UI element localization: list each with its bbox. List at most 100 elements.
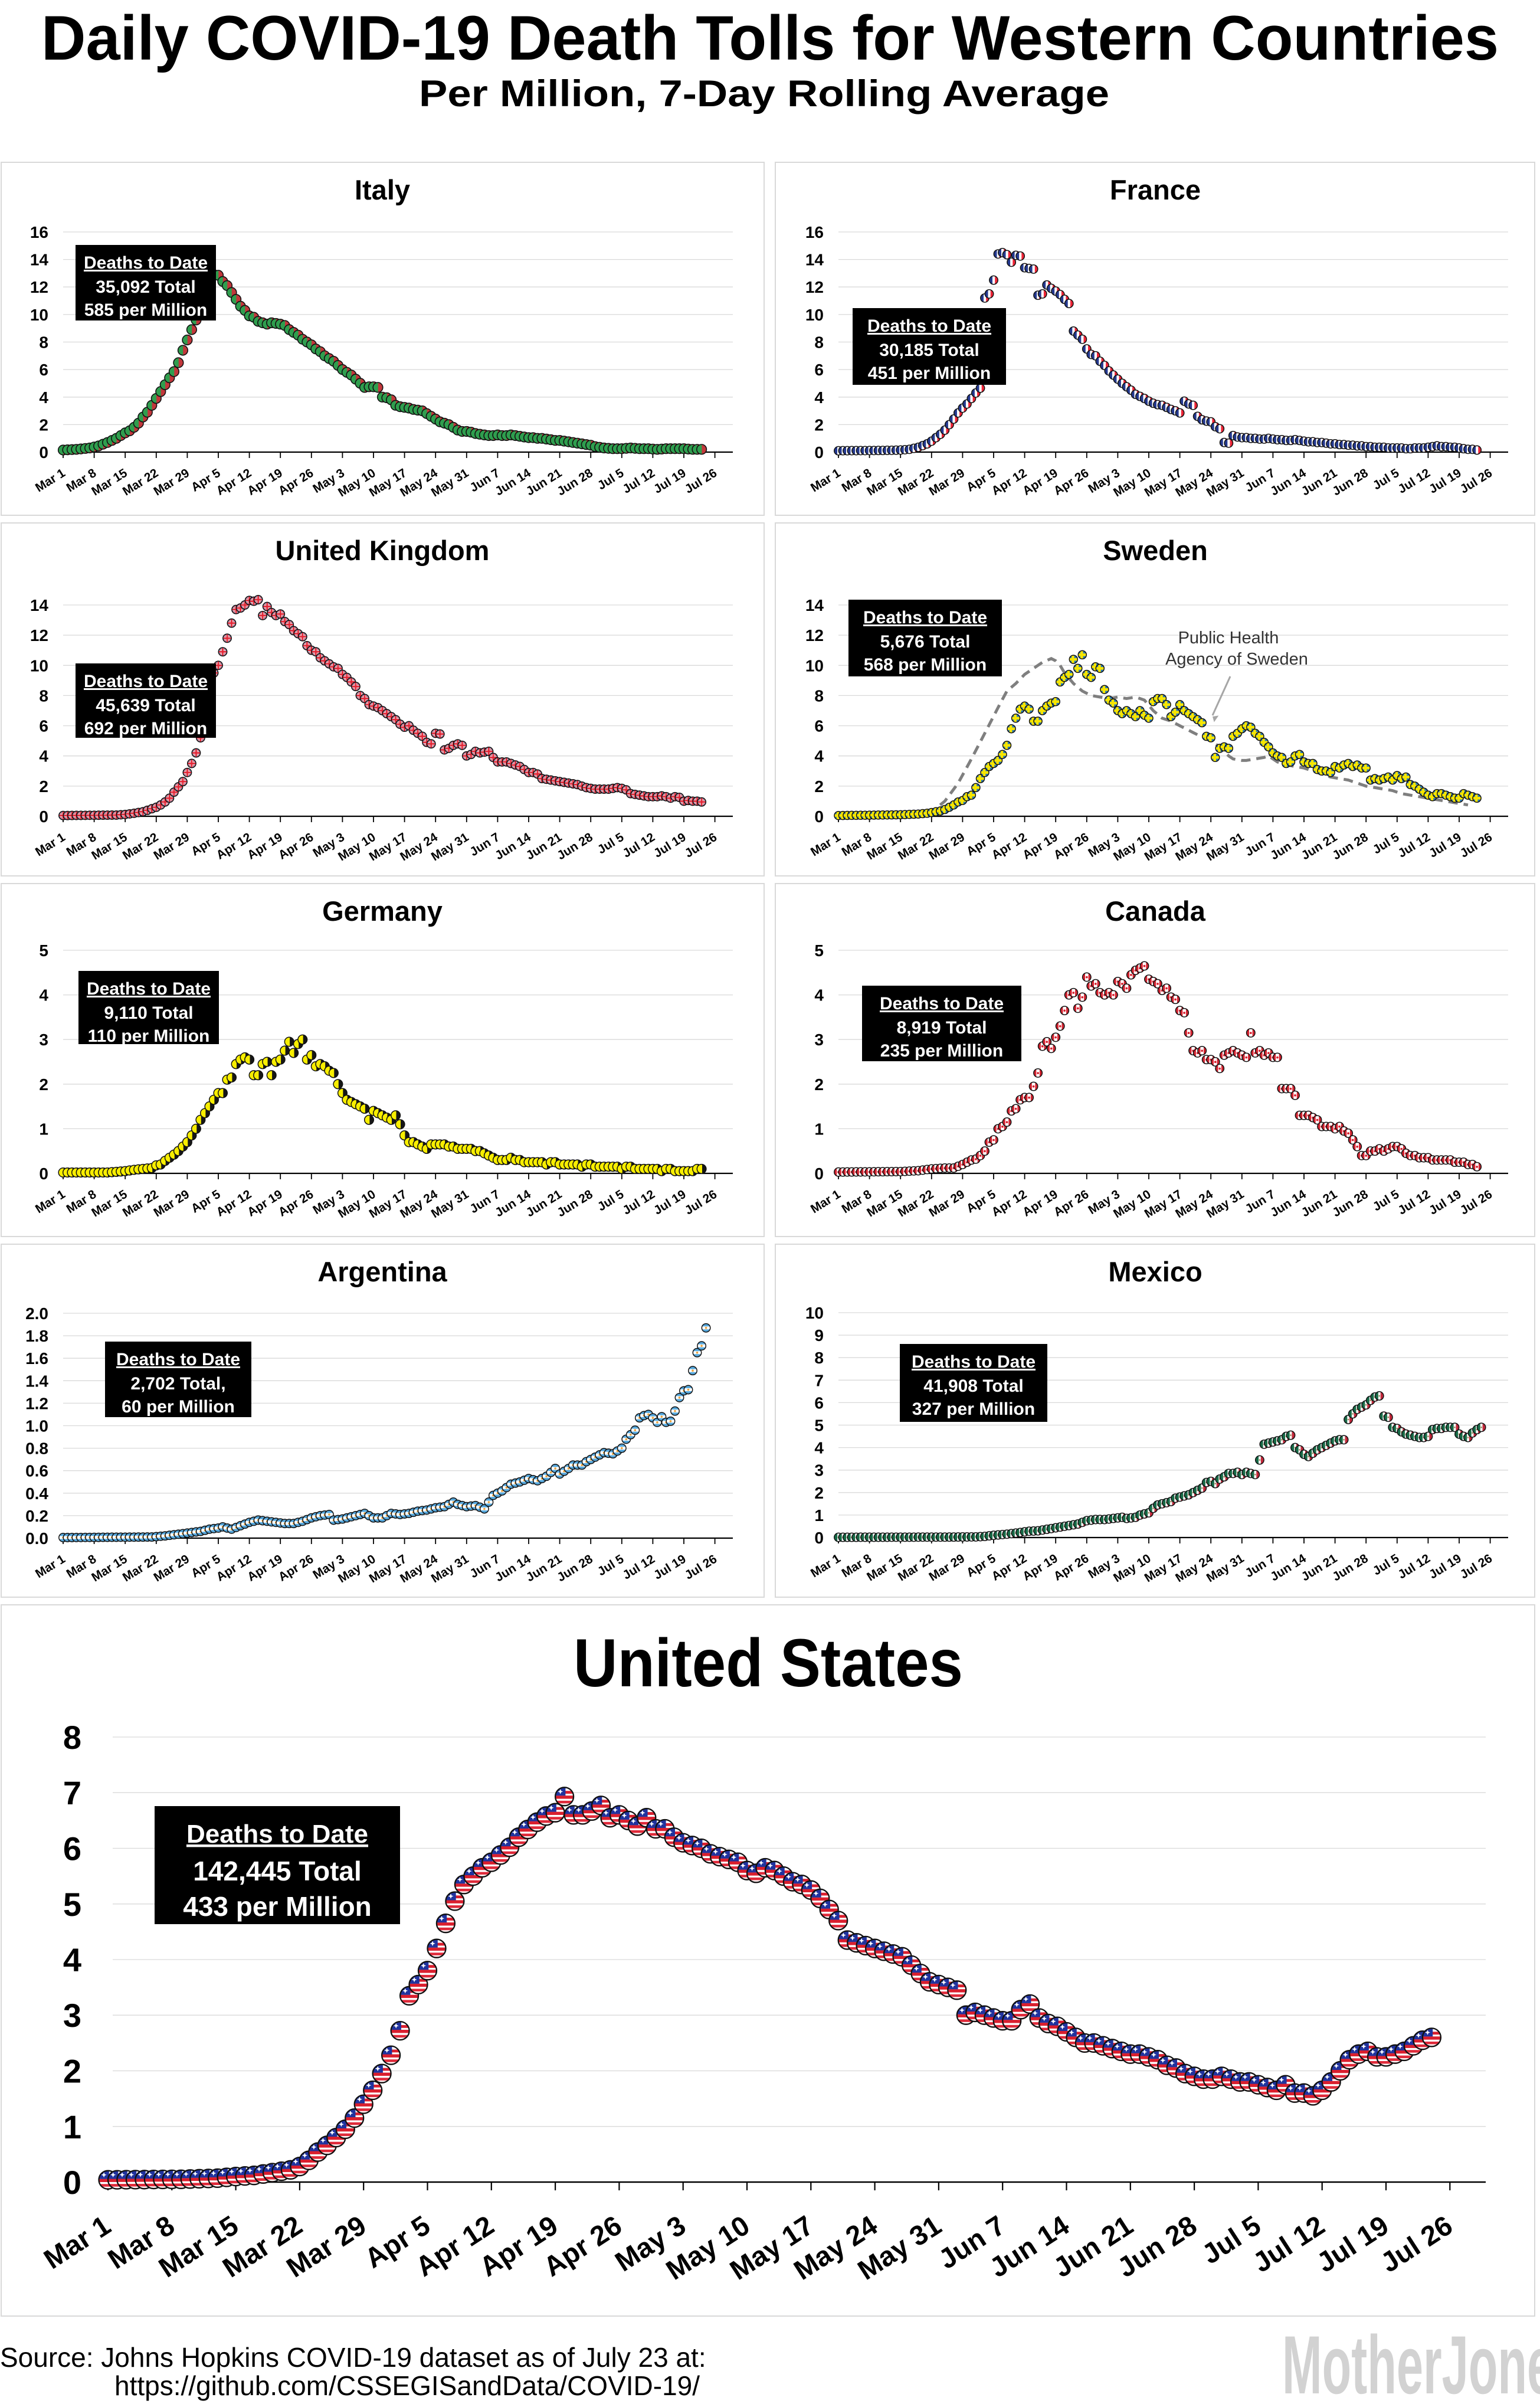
svg-text:Jul 12: Jul 12 xyxy=(1395,830,1433,861)
svg-text:Jul 5: Jul 5 xyxy=(1371,1188,1402,1214)
svg-text:Jul 12: Jul 12 xyxy=(1395,466,1433,496)
svg-text:Apr 19: Apr 19 xyxy=(245,830,285,862)
svg-text:Mar 1: Mar 1 xyxy=(33,1552,68,1581)
svg-text:10: 10 xyxy=(805,306,824,324)
svg-text:Jul 5: Jul 5 xyxy=(595,1552,627,1579)
svg-text:Jul 12: Jul 12 xyxy=(1395,1552,1433,1582)
svg-text:Mar 1: Mar 1 xyxy=(808,1188,843,1216)
svg-text:1: 1 xyxy=(814,1506,824,1525)
svg-text:Mar 22: Mar 22 xyxy=(896,1552,936,1584)
svg-text:2: 2 xyxy=(814,1484,824,1502)
svg-text:1.6: 1.6 xyxy=(25,1349,48,1368)
svg-text:10: 10 xyxy=(805,656,824,675)
svg-text:Mar 29: Mar 29 xyxy=(151,830,192,863)
svg-text:Jul 26: Jul 26 xyxy=(1458,830,1495,861)
svg-text:Jul 26: Jul 26 xyxy=(683,1552,720,1582)
svg-text:Apr 12: Apr 12 xyxy=(214,1188,254,1219)
svg-text:6: 6 xyxy=(814,717,824,735)
svg-text:Apr 12: Apr 12 xyxy=(989,1188,1030,1219)
svg-text:16: 16 xyxy=(805,223,824,241)
svg-text:30,185 Total: 30,185 Total xyxy=(879,341,979,360)
svg-text:Jul 19: Jul 19 xyxy=(651,466,689,496)
svg-text:8: 8 xyxy=(814,1349,824,1367)
svg-text:Apr 19: Apr 19 xyxy=(1020,466,1060,498)
svg-text:0.6: 0.6 xyxy=(25,1462,48,1480)
svg-text:Deaths to Date: Deaths to Date xyxy=(116,1350,240,1369)
svg-text:Apr 12: Apr 12 xyxy=(989,1552,1030,1584)
svg-text:10: 10 xyxy=(30,306,48,324)
svg-text:Apr 19: Apr 19 xyxy=(245,466,285,498)
svg-text:6: 6 xyxy=(814,361,824,379)
svg-text:Mar 22: Mar 22 xyxy=(896,830,936,863)
svg-text:Deaths to Date: Deaths to Date xyxy=(87,979,211,999)
svg-text:Jul 26: Jul 26 xyxy=(1458,466,1495,496)
svg-text:2: 2 xyxy=(814,416,824,434)
svg-text:0: 0 xyxy=(39,443,48,462)
svg-text:0: 0 xyxy=(814,807,824,826)
svg-text:Apr 12: Apr 12 xyxy=(989,466,1030,498)
svg-text:Source: Johns Hopkins COVID-19: Source: Johns Hopkins COVID-19 dataset a… xyxy=(0,2342,706,2373)
svg-text:Jul 19: Jul 19 xyxy=(1427,466,1464,496)
svg-text:35,092 Total: 35,092 Total xyxy=(96,277,196,297)
svg-text:Apr 19: Apr 19 xyxy=(1020,830,1060,862)
svg-text:5: 5 xyxy=(814,1417,824,1435)
svg-text:Jun 28: Jun 28 xyxy=(555,1188,595,1220)
svg-text:0: 0 xyxy=(39,1165,48,1183)
svg-text:45,639 Total: 45,639 Total xyxy=(96,696,196,715)
svg-text:0: 0 xyxy=(814,443,824,462)
svg-text:Jun 28: Jun 28 xyxy=(1330,1188,1371,1220)
svg-text:Jul 12: Jul 12 xyxy=(620,1188,657,1218)
svg-text:Jul 19: Jul 19 xyxy=(1427,1552,1464,1582)
svg-text:1.8: 1.8 xyxy=(25,1327,48,1345)
svg-text:0: 0 xyxy=(814,1529,824,1547)
svg-text:2: 2 xyxy=(39,1075,48,1094)
svg-text:Jul 12: Jul 12 xyxy=(620,830,657,861)
svg-text:Apr 26: Apr 26 xyxy=(276,1552,316,1584)
svg-text:Mar 22: Mar 22 xyxy=(896,466,936,499)
svg-text:142,445 Total: 142,445 Total xyxy=(193,1856,362,1886)
svg-text:Mar 1: Mar 1 xyxy=(33,1188,68,1216)
svg-text:Jul 12: Jul 12 xyxy=(620,1552,657,1582)
svg-text:Argentina: Argentina xyxy=(317,1256,447,1287)
svg-text:Apr 26: Apr 26 xyxy=(276,830,316,862)
svg-text:4: 4 xyxy=(814,747,824,766)
svg-text:8: 8 xyxy=(39,333,48,352)
svg-text:Apr 26: Apr 26 xyxy=(1051,830,1092,862)
svg-text:0.8: 0.8 xyxy=(25,1440,48,1458)
svg-text:4: 4 xyxy=(39,986,48,1005)
svg-text:Deaths to Date: Deaths to Date xyxy=(880,994,1004,1013)
svg-text:7: 7 xyxy=(63,1774,81,1811)
svg-text:Italy: Italy xyxy=(355,174,410,205)
svg-text:Jul 19: Jul 19 xyxy=(651,830,689,861)
svg-text:Mexico: Mexico xyxy=(1108,1256,1202,1287)
svg-text:Jul 19: Jul 19 xyxy=(1427,830,1464,861)
svg-text:14: 14 xyxy=(30,251,49,269)
svg-text:4: 4 xyxy=(814,388,824,407)
svg-text:Jul 12: Jul 12 xyxy=(620,466,657,496)
svg-text:10: 10 xyxy=(30,656,48,675)
svg-text:Mar 29: Mar 29 xyxy=(151,1188,192,1220)
svg-text:1.0: 1.0 xyxy=(25,1417,48,1435)
svg-text:8: 8 xyxy=(814,333,824,352)
svg-text:Jun 28: Jun 28 xyxy=(1330,1552,1371,1584)
svg-text:3: 3 xyxy=(814,1461,824,1480)
svg-text:Mar 1: Mar 1 xyxy=(808,466,843,495)
svg-text:Apr 12: Apr 12 xyxy=(214,830,254,862)
svg-text:6: 6 xyxy=(39,361,48,379)
svg-text:110 per Million: 110 per Million xyxy=(88,1026,210,1046)
svg-text:7: 7 xyxy=(814,1371,824,1389)
svg-text:Jul 5: Jul 5 xyxy=(1371,830,1402,857)
svg-text:Mar 1: Mar 1 xyxy=(33,466,68,495)
svg-text:Deaths to Date: Deaths to Date xyxy=(84,672,208,691)
svg-text:Jun 28: Jun 28 xyxy=(555,466,595,499)
svg-text:Jun 28: Jun 28 xyxy=(555,1552,595,1585)
svg-text:Jul 26: Jul 26 xyxy=(683,1188,720,1218)
svg-text:Mar 29: Mar 29 xyxy=(926,466,967,499)
svg-text:Apr 19: Apr 19 xyxy=(1020,1188,1060,1219)
svg-text:1.2: 1.2 xyxy=(25,1394,48,1412)
svg-text:Deaths to Date: Deaths to Date xyxy=(863,608,987,627)
svg-text:692 per Million: 692 per Million xyxy=(84,719,207,738)
svg-text:2.0: 2.0 xyxy=(25,1304,48,1323)
svg-text:Apr 12: Apr 12 xyxy=(214,1552,254,1584)
svg-text:France: France xyxy=(1110,174,1201,205)
